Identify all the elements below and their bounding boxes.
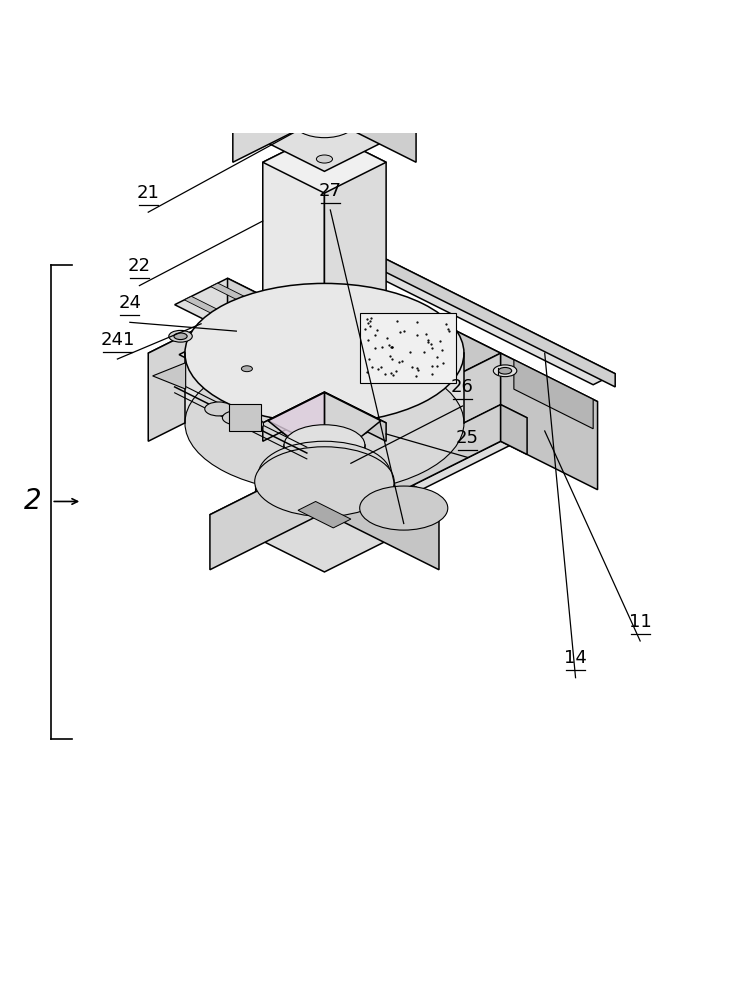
Polygon shape [324,265,500,441]
Polygon shape [324,290,422,353]
Polygon shape [263,131,386,193]
Polygon shape [324,353,598,490]
Ellipse shape [255,447,394,517]
Polygon shape [263,131,324,338]
Polygon shape [211,283,253,304]
Polygon shape [338,448,417,510]
Polygon shape [360,313,456,383]
Polygon shape [268,393,324,445]
Ellipse shape [236,417,264,431]
Ellipse shape [255,465,394,535]
Polygon shape [232,328,263,384]
Polygon shape [210,457,439,572]
Polygon shape [324,353,500,529]
Ellipse shape [223,411,251,425]
Ellipse shape [316,88,332,96]
Ellipse shape [305,112,343,131]
Polygon shape [148,265,324,441]
Text: 27: 27 [319,182,342,200]
Ellipse shape [174,333,187,340]
Polygon shape [210,296,263,410]
Polygon shape [335,270,340,361]
Polygon shape [179,328,263,370]
Polygon shape [148,265,500,441]
Polygon shape [324,393,381,445]
Ellipse shape [249,122,265,130]
Polygon shape [338,470,417,539]
Polygon shape [324,80,416,162]
Polygon shape [324,405,500,529]
Text: 22: 22 [128,257,151,275]
Polygon shape [175,278,263,322]
Ellipse shape [275,464,374,514]
Ellipse shape [314,117,335,127]
Polygon shape [324,405,527,506]
Polygon shape [210,457,324,570]
Ellipse shape [284,425,365,465]
Polygon shape [514,360,593,429]
Polygon shape [228,290,422,387]
Polygon shape [185,353,464,423]
Polygon shape [324,131,386,338]
Ellipse shape [242,366,252,372]
Polygon shape [233,80,324,162]
Polygon shape [268,393,381,449]
Ellipse shape [498,367,511,374]
Ellipse shape [383,122,399,130]
Ellipse shape [360,486,448,530]
Polygon shape [500,405,527,454]
Polygon shape [263,392,386,454]
Polygon shape [298,501,351,528]
Text: 2: 2 [24,487,41,515]
Polygon shape [228,290,324,353]
Text: 24: 24 [119,294,142,312]
Polygon shape [229,404,262,431]
Text: 241: 241 [100,331,135,349]
Polygon shape [324,457,439,570]
Polygon shape [349,277,354,368]
Ellipse shape [245,314,403,393]
Polygon shape [153,363,186,389]
Polygon shape [311,233,615,385]
Polygon shape [500,353,598,490]
Ellipse shape [169,330,192,342]
Polygon shape [233,80,416,171]
Text: 11: 11 [629,613,652,631]
Ellipse shape [316,155,332,163]
Ellipse shape [185,353,464,493]
Ellipse shape [205,402,233,416]
Ellipse shape [493,365,517,377]
Text: 25: 25 [456,429,479,447]
Ellipse shape [185,283,464,423]
Text: 14: 14 [564,649,587,667]
Polygon shape [324,392,386,441]
Text: 26: 26 [451,378,474,396]
Polygon shape [228,278,263,384]
Ellipse shape [259,441,391,507]
Polygon shape [333,233,615,387]
Text: 21: 21 [137,184,160,202]
Polygon shape [184,296,227,317]
Polygon shape [263,392,324,441]
Ellipse shape [293,106,356,138]
Polygon shape [210,344,263,410]
